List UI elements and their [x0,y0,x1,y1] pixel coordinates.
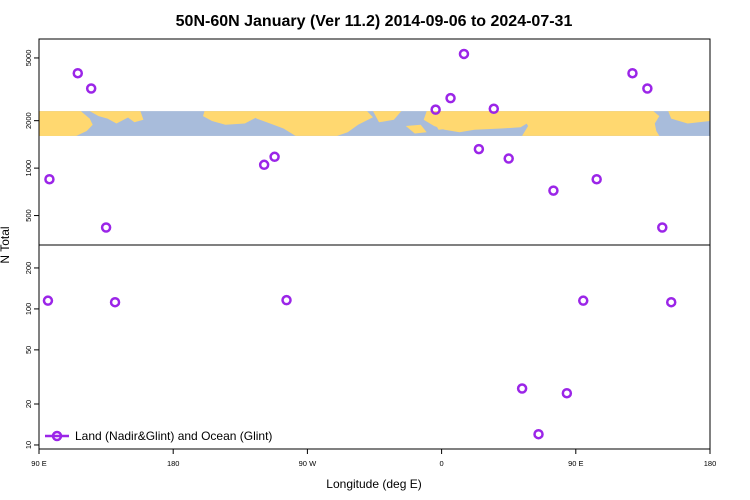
map-land-7 [423,111,532,133]
x-tick-label: 90 E [31,459,46,468]
data-point [516,383,528,394]
y-tick-label: 100 [24,303,33,316]
map-land-11 [435,123,451,130]
data-point [578,295,589,306]
legend-marker [51,430,63,442]
data-point [548,185,559,196]
y-axis-label: N Total [0,226,12,263]
y-tick-label: 10 [24,441,33,449]
data-point [269,151,280,163]
map-land-3 [119,111,144,123]
data-point [44,173,55,185]
data-point [42,295,54,306]
data-point [281,294,292,306]
map-land-4 [203,111,257,125]
map-land-1 [39,111,93,136]
data-point [458,48,470,60]
legend: Land (Nadir&Glint) and Ocean (Glint) [45,429,272,443]
map-land-5 [246,111,373,136]
data-point [445,92,456,104]
y-axis: 500 1000 2000 5000 10 20 50 100 200 [24,50,39,449]
x-tick-label: 180 [704,459,717,468]
map-land-2 [89,111,129,124]
y-tick-label: 200 [24,262,33,275]
data-point [72,67,84,79]
world-map-strip [39,111,710,136]
x-tick-label: 90 W [299,459,317,468]
data-point [665,296,677,308]
plot-frame [38,38,711,450]
data-point [473,143,485,155]
y-tick-label: 20 [24,400,33,408]
x-tick-label: 90 E [568,459,583,468]
data-point [488,103,500,115]
x-tick-label: 180 [167,459,180,468]
data-point [657,222,668,233]
x-axis-label: Longitude (deg E) [326,477,421,491]
x-axis: 90 E 180 90 W 0 90 E 180 [31,449,716,468]
map-land-10 [405,124,427,134]
y-tick-label: 1000 [24,160,33,177]
data-point [533,428,544,440]
data-points [42,48,677,440]
y-tick-label: 5000 [24,50,33,67]
data-point [591,173,602,185]
map-land-8 [519,111,660,136]
data-point [109,296,121,308]
data-point [100,222,112,233]
x-tick-label: 0 [440,459,444,468]
data-point [561,387,573,399]
legend-label: Land (Nadir&Glint) and Ocean (Glint) [75,429,272,443]
y-tick-label: 500 [24,209,33,222]
chart-title: 50N-60N January (Ver 11.2) 2014-09-06 to… [176,13,573,30]
data-point [430,104,441,115]
y-tick-label: 2000 [24,112,33,129]
data-point [85,83,97,94]
y-tick-label: 50 [24,346,33,354]
data-point [258,159,270,171]
map-land-6 [373,111,402,123]
data-point [627,67,638,79]
data-point [503,153,514,164]
map-land-9 [668,111,710,124]
data-point [642,83,653,94]
